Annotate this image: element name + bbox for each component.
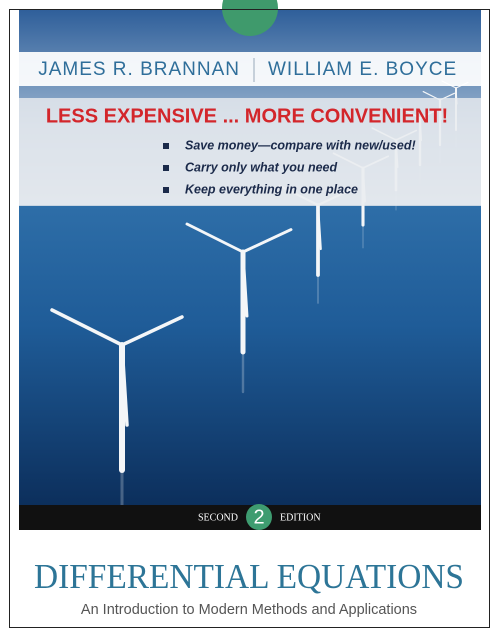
bullet-square	[163, 187, 169, 193]
promo-bullet: Carry only what you need	[185, 160, 337, 174]
book-subtitle: An Introduction to Modern Methods and Ap…	[81, 602, 417, 618]
edition-after: EDITION	[280, 512, 321, 523]
promo-bullet: Keep everything in one place	[185, 182, 358, 196]
book-title: DIFFERENTIAL EQUATIONS	[34, 557, 464, 596]
author: WILLIAM E. BOYCE	[268, 59, 457, 80]
promo-bullet: Save money—compare with new/used!	[185, 138, 416, 152]
author: JAMES R. BRANNAN	[38, 59, 240, 80]
promo-headline: LESS EXPENSIVE ... MORE CONVENIENT!	[46, 105, 448, 127]
bullet-square	[163, 165, 169, 171]
edition-before: SECOND	[198, 512, 238, 523]
book-cover: JAMES R. BRANNAN WILLIAM E. BOYCE LESS E…	[0, 0, 499, 637]
bullet-square	[163, 143, 169, 149]
edition-number: 2	[253, 506, 264, 528]
